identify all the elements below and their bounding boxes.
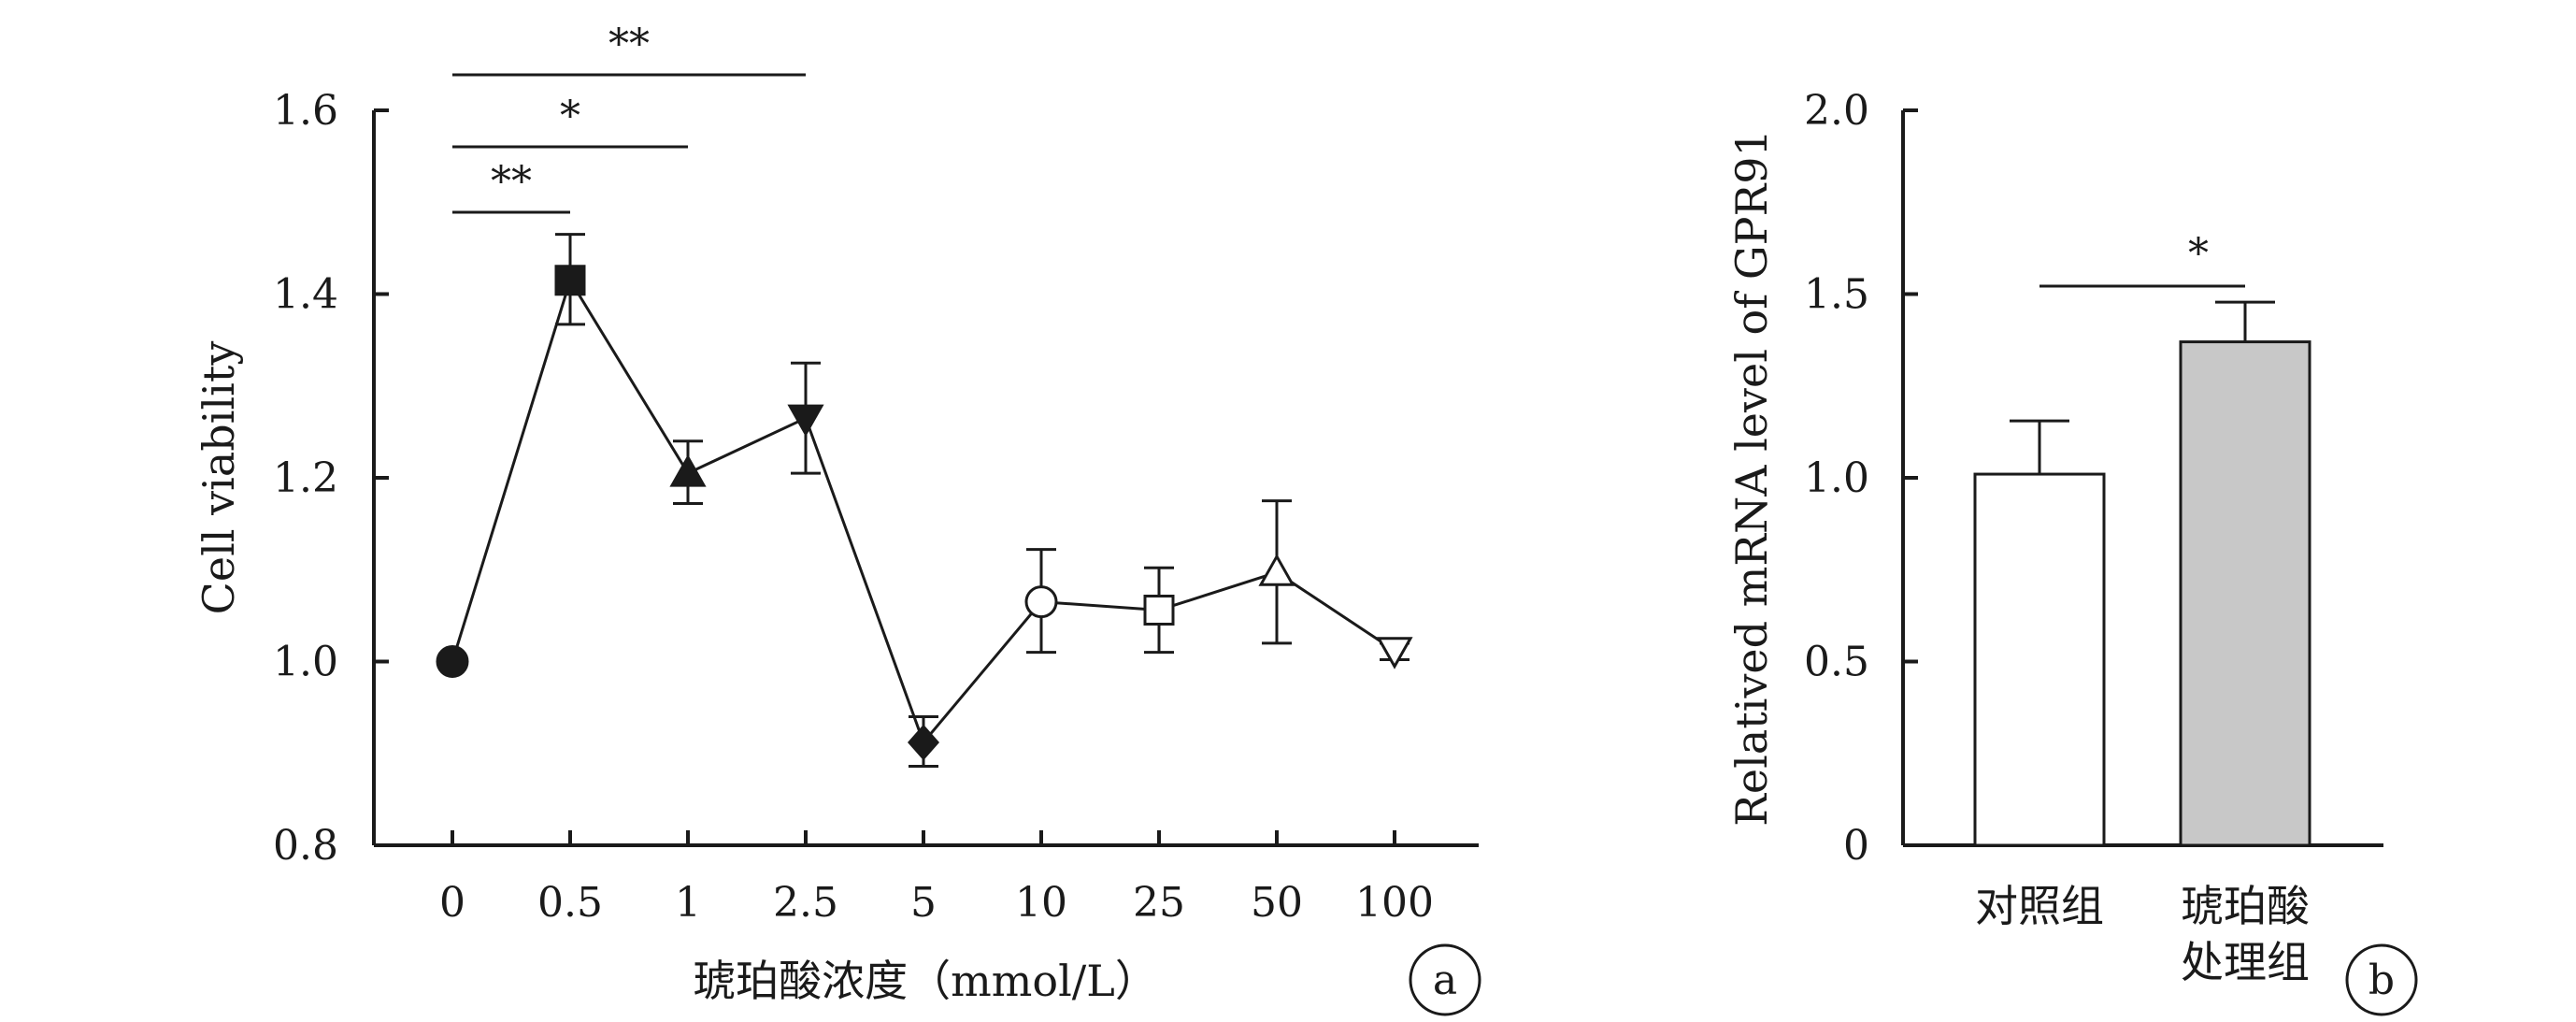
- panel-b-y-ticks: 0 0.5 1.0 1.5 2.0: [1804, 87, 1918, 870]
- panel-b-y-axis-label: Relatived mRNA level of GPR91: [1726, 129, 1777, 827]
- significance-star: *: [2188, 230, 2209, 278]
- x-tick-label: 0: [439, 879, 465, 927]
- panel-b-significance-bracket: *: [2039, 230, 2245, 288]
- panel-a-series-line: [451, 277, 1395, 745]
- panel-b-bars: [1973, 300, 2311, 847]
- y-tick-label: 1.2: [273, 454, 338, 502]
- panel-a-cell-viability-chart: 0.8 1.0 1.2 1.4 1.6 0 0.5 1 2.5 5 10 25 50 100 Cell …: [193, 21, 1481, 1016]
- data-point-filled-triangle-down: [787, 404, 824, 438]
- y-tick-label: 1.4: [273, 271, 338, 319]
- category-label: 处理组: [2181, 937, 2310, 987]
- panel-b-gpr91-chart: 0 0.5 1.0 1.5 2.0 Relatived mRNA level of GP…: [1726, 87, 2418, 1016]
- x-tick-label: 100: [1355, 879, 1434, 927]
- y-tick-label: 1.5: [1804, 271, 1869, 319]
- bar: [1973, 472, 2106, 847]
- y-tick-label: 0.8: [273, 822, 338, 870]
- y-tick-label: 2.0: [1804, 87, 1869, 135]
- panel-a-y-axis-label: Cell viability: [193, 341, 244, 615]
- x-tick-label: 2.5: [773, 879, 838, 927]
- panel-a-data-points: [436, 265, 1413, 761]
- x-tick-label: 1: [675, 879, 701, 927]
- significance-star: *: [560, 93, 580, 140]
- y-tick-label: 1.0: [1804, 454, 1869, 502]
- data-point-open-triangle-down: [1376, 637, 1413, 669]
- data-point-filled-triangle-up: [669, 454, 707, 487]
- data-point-open-triangle-up: [1258, 554, 1295, 586]
- data-point-open-square: [1143, 594, 1175, 626]
- panel-a-letter-badge: a: [1409, 943, 1481, 1016]
- data-point-open-circle: [1024, 585, 1058, 619]
- x-tick-label: 5: [910, 879, 937, 927]
- significance-star: **: [608, 21, 650, 68]
- significance-star: **: [491, 158, 532, 206]
- panel-a-letter: a: [1433, 957, 1457, 1004]
- y-tick-label: 0: [1843, 822, 1869, 870]
- panel-b-letter-circle: [2345, 943, 2418, 1016]
- data-point-filled-diamond: [907, 724, 940, 761]
- x-tick-label: 25: [1133, 879, 1185, 927]
- panel-b-letter-badge: b: [2345, 943, 2418, 1016]
- x-tick-label: 0.5: [537, 879, 603, 927]
- x-tick-label: 10: [1015, 879, 1067, 927]
- data-point-filled-circle: [436, 645, 469, 678]
- panel-a-significance-brackets: *****: [452, 21, 806, 214]
- panel-a-letter-circle: [1409, 943, 1481, 1016]
- panel-a-error-bars: [555, 233, 1410, 769]
- panel-b-letter: b: [2368, 957, 2395, 1004]
- y-tick-label: 1.0: [273, 639, 338, 686]
- y-tick-label: 1.6: [273, 87, 338, 135]
- panel-a-x-ticks: 0 0.5 1 2.5 5 10 25 50 100: [439, 830, 1434, 927]
- category-label: 琥珀酸: [2181, 881, 2310, 931]
- category-label: 对照组: [1975, 881, 2104, 931]
- bar: [2179, 340, 2311, 847]
- panel-a-x-axis-label: 琥珀酸浓度（mmol/L）: [693, 956, 1158, 1006]
- x-tick-label: 50: [1251, 879, 1303, 927]
- y-tick-label: 0.5: [1804, 639, 1869, 686]
- panel-a-y-ticks: 0.8 1.0 1.2 1.4 1.6: [273, 87, 389, 870]
- data-point-filled-square: [554, 265, 586, 296]
